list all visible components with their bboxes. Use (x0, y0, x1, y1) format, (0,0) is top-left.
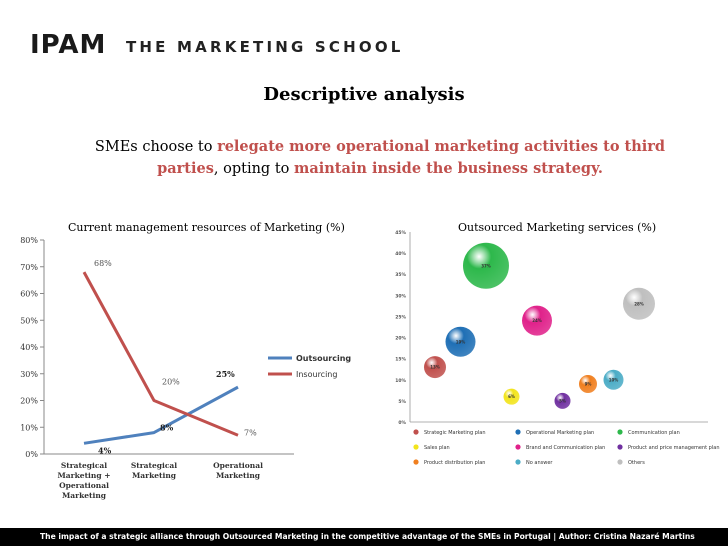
legend-swatch (413, 459, 419, 465)
bubble-label: 28% (634, 301, 644, 306)
x-tick-label: Marketing (62, 491, 107, 500)
legend-swatch (617, 459, 623, 465)
x-tick-label: Strategical (61, 461, 107, 470)
bubble-label: 10% (609, 377, 619, 382)
y-tick-label: 10% (20, 423, 38, 432)
legend-label: Strategic Marketing plan (424, 430, 486, 436)
y-tick-label: 40% (20, 343, 38, 352)
y-tick-label: 35% (395, 272, 406, 278)
legend-swatch (515, 444, 521, 450)
logo-text: THE MARKETING SCHOOL (126, 38, 404, 56)
series-line-outsourcing (83, 385, 239, 445)
bubble-label: 9% (585, 382, 592, 387)
y-tick-label: 70% (20, 263, 38, 272)
y-tick-label: 40% (395, 251, 406, 257)
subtitle-highlight-1: relegate more operational marketing acti… (157, 138, 666, 177)
bubble (445, 326, 476, 357)
bubble (623, 287, 655, 320)
legend-label: No answer (526, 460, 553, 466)
data-label: 8% (160, 423, 174, 433)
y-tick-label: 20% (395, 336, 406, 342)
legend-label: Product and price management plan (628, 445, 719, 451)
y-tick-label: 25% (395, 314, 406, 320)
legend-label: Outsourcing (296, 354, 351, 363)
x-tick-label: Operational (213, 461, 263, 470)
data-label: 68% (94, 259, 112, 268)
bubble-chart: 0% 5% 10% 15% 20% 25% 30% 35% 40% 45% 13% 19% 37% 6% 2… (395, 230, 719, 466)
subtitle-highlight-2: maintain inside the business strategy. (293, 160, 603, 177)
legend-label: Communication plan (628, 430, 680, 436)
line-chart: 0%10%20%30%40%50%60%70%80%StrategicalMar… (20, 236, 351, 500)
bubble-label: 24% (532, 318, 542, 323)
legend-label: Sales plan (424, 445, 450, 451)
y-tick-label: 15% (395, 357, 406, 363)
y-tick-label: 45% (395, 230, 406, 236)
data-label: 25% (216, 369, 235, 379)
footer: The impact of a strategic alliance throu… (0, 528, 728, 546)
y-tick-label: 30% (395, 293, 406, 299)
y-tick-label: 5% (398, 399, 406, 405)
slide-title: Descriptive analysis (263, 84, 465, 105)
x-tick-label: Operational (59, 481, 109, 490)
y-tick-label: 0% (398, 420, 406, 426)
bubble (503, 388, 520, 405)
x-tick-label: Marketing (132, 471, 177, 480)
logo-mark: IPAM (30, 30, 107, 60)
bubble (603, 369, 624, 390)
legend-label: Insourcing (296, 370, 337, 379)
bubble-label: 5% (559, 398, 566, 403)
bubble (463, 242, 509, 289)
data-label: 7% (244, 428, 257, 437)
logo: IPAM THE MARKETING SCHOOL (30, 30, 400, 60)
legend-swatch (413, 444, 419, 450)
bubble-chart-title: Outsourced Marketing services (%) (458, 221, 657, 234)
bubble-label: 6% (508, 394, 515, 399)
y-tick-label: 80% (20, 236, 38, 245)
slide-subtitle: SMEs choose to relegate more operational… (70, 136, 690, 180)
subtitle-part-3: , opting to (213, 161, 294, 177)
y-tick-label: 10% (395, 378, 406, 384)
legend-swatch (515, 429, 521, 435)
bubble (522, 305, 552, 336)
legend-label: Product distribution plan (424, 460, 485, 466)
data-label: 20% (162, 378, 180, 387)
legend-label: Operational Marketing plan (526, 430, 594, 436)
y-tick-label: 60% (20, 290, 38, 299)
line-chart-title: Current management resources of Marketin… (68, 221, 345, 234)
x-tick-label: Marketing (216, 471, 261, 480)
legend-swatch (413, 429, 419, 435)
bubble-label: 13% (430, 365, 440, 370)
bubble (424, 356, 446, 379)
bubble-label: 19% (456, 339, 466, 344)
x-tick-label: Strategical (131, 461, 177, 470)
y-tick-label: 20% (20, 397, 38, 406)
y-tick-label: 30% (20, 370, 38, 379)
legend-swatch (617, 444, 623, 450)
legend-swatch (617, 429, 623, 435)
y-tick-label: 50% (20, 316, 38, 325)
bubble (579, 375, 597, 393)
x-tick-label: Marketing + (58, 471, 111, 480)
data-label: 4% (98, 445, 112, 455)
legend-label: Brand and Communication plan (526, 445, 605, 451)
bubble-label: 37% (481, 263, 491, 268)
bubble (554, 392, 571, 409)
y-tick-label: 0% (25, 450, 38, 459)
series-line-insourcing (82, 271, 239, 437)
subtitle-part-1: SMEs choose to (94, 139, 218, 155)
legend-label: Others (628, 460, 645, 466)
legend-swatch (515, 459, 521, 465)
